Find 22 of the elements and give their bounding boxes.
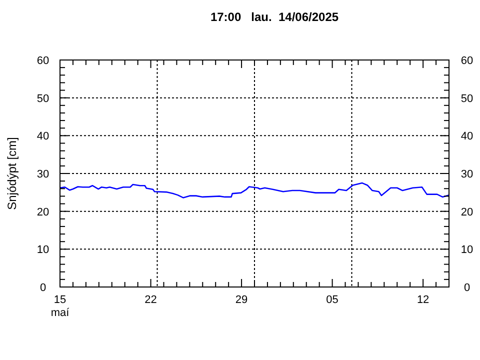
x-tick-label: 29 <box>235 294 248 306</box>
x-tick-label: 22 <box>144 294 157 306</box>
y-tick-label: 40 <box>36 130 50 143</box>
x-tick-label: 05 <box>326 294 338 306</box>
y-tick-label: 0 <box>40 282 46 294</box>
y2-tick-label: 40 <box>460 130 474 143</box>
y-tick-label: 50 <box>36 92 50 105</box>
y-axis-title: Snjódýpt [cm] <box>5 137 19 210</box>
y-tick-label: 10 <box>36 244 50 256</box>
y2-tick-label: 10 <box>460 244 474 256</box>
y-tick-label: 20 <box>36 206 50 218</box>
y2-tick-label: 60 <box>460 55 474 67</box>
chart-title: 17:00 lau. 14/06/2025 <box>210 10 339 24</box>
y-tick-label: 60 <box>36 55 50 67</box>
line-series <box>59 182 450 198</box>
x-tick-label: 12 <box>416 294 430 306</box>
y-tick-label: 30 <box>36 168 50 180</box>
y2-tick-label: 0 <box>464 282 470 294</box>
x-tick-label: 15 maí <box>50 294 70 319</box>
y2-tick-label: 20 <box>460 206 474 218</box>
y2-tick-label: 30 <box>460 168 474 180</box>
y2-tick-label: 50 <box>460 92 474 105</box>
